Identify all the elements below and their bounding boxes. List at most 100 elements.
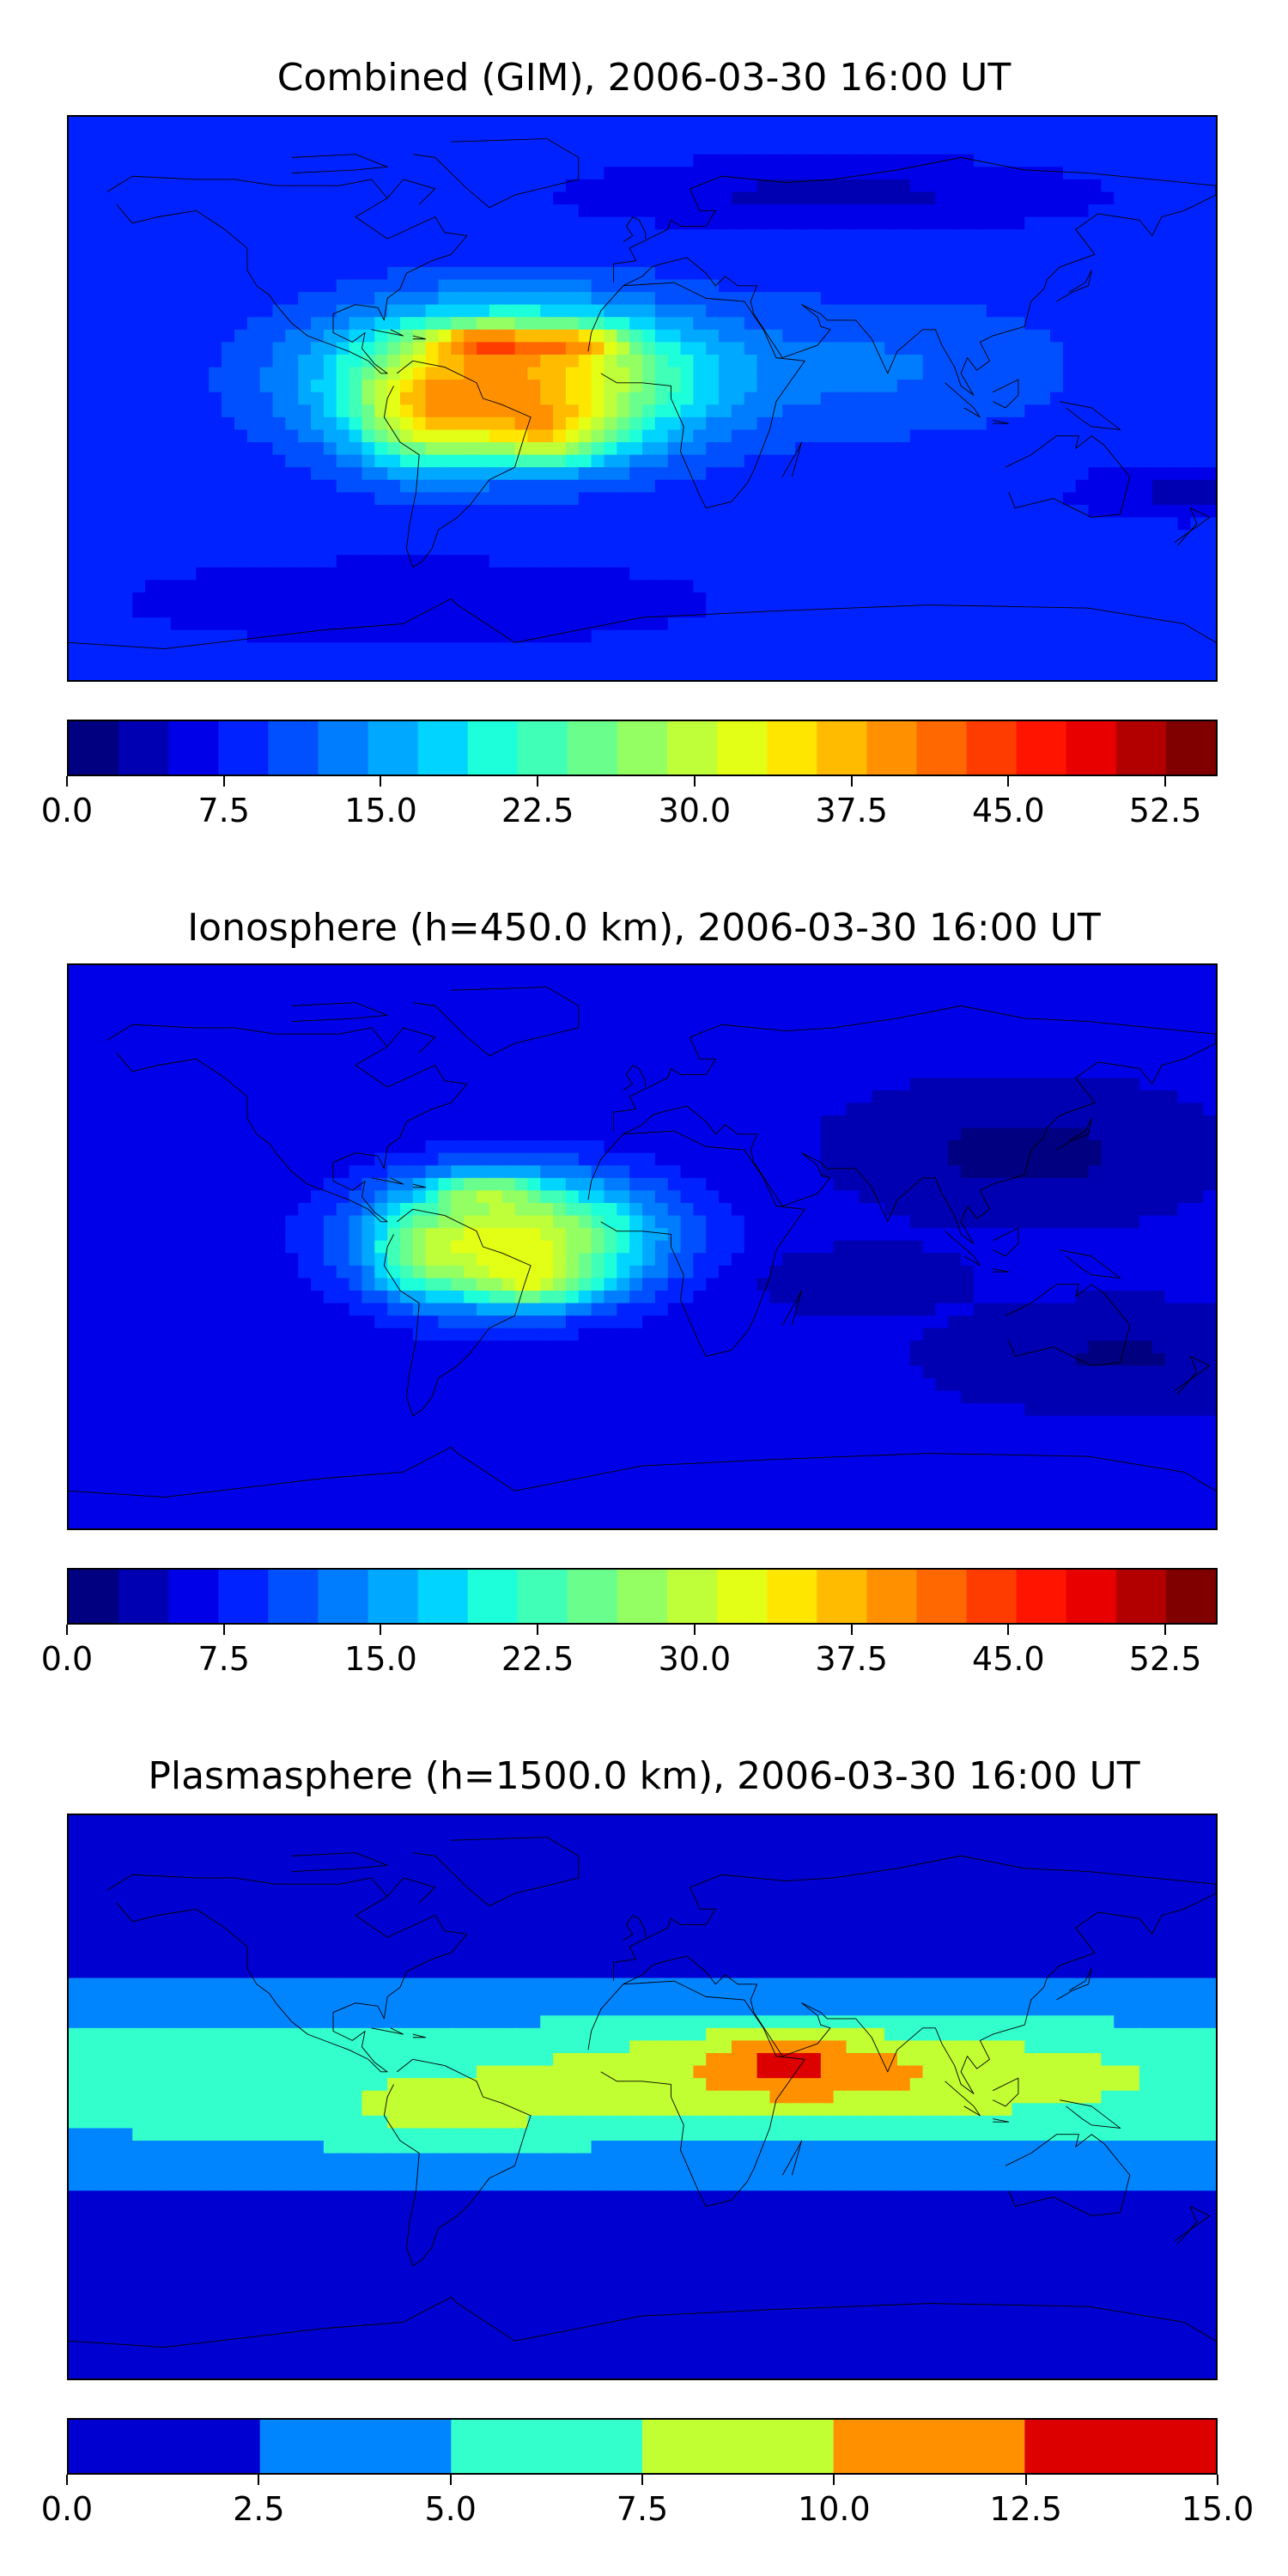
heatmap-cell: [1075, 367, 1091, 381]
heatmap-cell: [693, 380, 708, 394]
heatmap-cell: [412, 142, 428, 156]
heatmap-cell: [527, 990, 542, 1005]
heatmap-cell: [183, 191, 197, 206]
heatmap-cell: [578, 129, 593, 143]
heatmap-cell: [425, 1053, 440, 1067]
heatmap-cell: [667, 642, 683, 657]
heatmap-cell: [170, 154, 185, 168]
heatmap-cell: [1164, 555, 1179, 569]
heatmap-cell: [514, 392, 529, 406]
heatmap-cell: [884, 1065, 899, 1079]
heatmap-cell: [731, 1040, 746, 1054]
heatmap-cell: [591, 380, 605, 394]
heatmap-cell: [106, 1065, 121, 1079]
heatmap-cell: [336, 492, 351, 507]
heatmap-cell: [387, 266, 402, 281]
heatmap-cell: [69, 392, 83, 406]
heatmap-cell: [833, 117, 848, 131]
heatmap-cell: [157, 442, 173, 457]
heatmap-cell: [1050, 580, 1065, 594]
heatmap-cell: [222, 442, 236, 457]
heatmap-cell: [157, 317, 173, 331]
heatmap-cell: [170, 555, 185, 569]
heatmap-cell: [680, 642, 695, 657]
heatmap-cell: [922, 555, 937, 569]
heatmap-cell: [451, 404, 465, 419]
heatmap-cell: [872, 154, 886, 168]
heatmap-cell: [119, 292, 134, 307]
heatmap-cell: [680, 965, 695, 980]
heatmap-cell: [744, 977, 759, 992]
heatmap-cell: [1062, 266, 1078, 281]
heatmap-cell: [94, 492, 109, 507]
coastline: [384, 361, 531, 568]
heatmap-cell: [209, 1027, 223, 1042]
heatmap-cell: [693, 254, 708, 269]
heatmap-cell: [514, 654, 529, 669]
heatmap-cell: [1075, 416, 1091, 431]
heatmap-cell: [553, 990, 568, 1005]
heatmap-cell: [183, 167, 197, 181]
heatmap-cell: [170, 542, 185, 556]
heatmap-cell: [769, 117, 784, 131]
heatmap-cell: [578, 654, 593, 669]
heatmap-cell: [986, 354, 1001, 369]
heatmap-cell: [311, 404, 325, 419]
heatmap-cell: [731, 154, 746, 168]
heatmap-cell: [795, 965, 810, 980]
heatmap-cell: [209, 555, 223, 569]
heatmap-cell: [1062, 304, 1078, 319]
heatmap-cell: [451, 266, 465, 281]
heatmap-cell: [859, 254, 873, 269]
heatmap-cell: [399, 117, 415, 131]
heatmap-cell: [489, 654, 504, 669]
heatmap-cell: [756, 117, 771, 131]
heatmap-cell: [1151, 555, 1167, 569]
heatmap-cell: [399, 977, 415, 992]
heatmap-cell: [119, 567, 134, 581]
heatmap-cell: [451, 204, 465, 219]
heatmap-cell: [604, 965, 618, 980]
heatmap-cell: [1177, 416, 1192, 431]
heatmap-cell: [1177, 392, 1192, 406]
heatmap-cell: [629, 416, 644, 431]
heatmap-cell: [833, 1040, 848, 1054]
heatmap-cell: [1139, 1002, 1154, 1017]
heatmap-cell: [680, 317, 695, 331]
heatmap-cell: [1062, 454, 1078, 469]
heatmap-cell: [782, 179, 797, 193]
heatmap-cell: [833, 555, 848, 569]
heatmap-cell: [1101, 990, 1115, 1005]
heatmap-cell: [157, 567, 173, 581]
heatmap-cell: [1075, 504, 1091, 519]
heatmap-cell: [756, 1015, 771, 1030]
heatmap-cell: [706, 1065, 720, 1079]
heatmap-cell: [1151, 504, 1167, 519]
heatmap-cell: [807, 204, 823, 219]
heatmap-cell: [1075, 1027, 1091, 1042]
heatmap-cell: [578, 204, 593, 219]
heatmap-cell: [259, 216, 274, 231]
heatmap-cell: [81, 990, 96, 1005]
heatmap-cell: [425, 517, 440, 532]
heatmap-cell: [540, 179, 555, 193]
heatmap-cell: [909, 429, 925, 444]
heatmap-cell: [807, 977, 823, 992]
heatmap-cell: [451, 1040, 465, 1054]
heatmap-cell: [412, 329, 428, 343]
heatmap-cell: [884, 667, 899, 680]
heatmap-cell: [896, 142, 912, 156]
heatmap-cell: [872, 517, 886, 532]
heatmap-cell: [106, 479, 121, 494]
heatmap-cell: [1037, 479, 1052, 494]
heatmap-cell: [986, 254, 1001, 269]
heatmap-cell: [1075, 179, 1091, 193]
heatmap-cell: [387, 1053, 402, 1067]
heatmap-cell: [1177, 129, 1192, 143]
heatmap-cell: [604, 342, 618, 356]
heatmap-cell: [617, 380, 631, 394]
heatmap-cell: [1012, 517, 1026, 532]
heatmap-cell: [349, 492, 363, 507]
heatmap-cell: [744, 254, 759, 269]
heatmap-cell: [170, 167, 185, 181]
